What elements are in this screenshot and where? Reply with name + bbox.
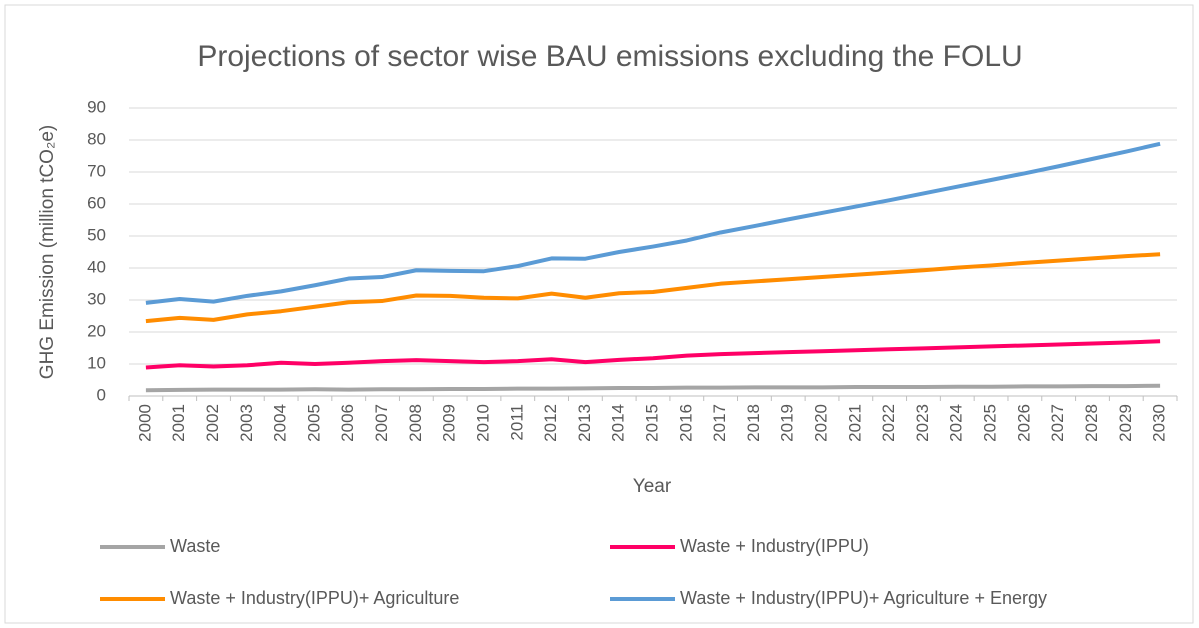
x-tick-label: 2011 bbox=[507, 404, 526, 441]
series-line bbox=[145, 339, 1161, 370]
x-tick-label: 2017 bbox=[710, 404, 729, 442]
y-tick-label: 0 bbox=[97, 385, 106, 404]
x-tick-label: 2030 bbox=[1150, 404, 1169, 442]
y-axis-title: GHG Emission (million tCO₂e) bbox=[37, 125, 58, 379]
x-tick-label: 2019 bbox=[778, 404, 797, 442]
x-tick-label: 2026 bbox=[1014, 404, 1033, 442]
x-tick-label: 2013 bbox=[575, 404, 594, 442]
chart-border bbox=[4, 4, 1194, 624]
series-line bbox=[145, 252, 1161, 324]
y-tick-label: 30 bbox=[87, 289, 106, 308]
x-tick-label: 2020 bbox=[812, 404, 831, 442]
x-tick-label: 2009 bbox=[440, 404, 459, 442]
x-tick-label: 2029 bbox=[1116, 404, 1135, 442]
x-tick-label: 2007 bbox=[372, 404, 391, 442]
y-tick-label: 20 bbox=[87, 321, 106, 340]
x-tick-label: 2028 bbox=[1082, 404, 1101, 442]
x-tick-label: 2003 bbox=[237, 404, 256, 442]
y-tick-label: 50 bbox=[87, 225, 106, 244]
legend-text: Waste + Industry(IPPU) bbox=[680, 536, 869, 556]
y-tick-label: 80 bbox=[87, 129, 106, 148]
y-tick-label: 90 bbox=[87, 97, 106, 116]
y-tick-label: 10 bbox=[87, 353, 106, 372]
y-tick-label: 60 bbox=[87, 193, 106, 212]
x-tick-label: 2008 bbox=[406, 404, 425, 442]
x-tick-label: 2006 bbox=[338, 404, 357, 442]
x-tick-label: 2001 bbox=[169, 404, 188, 442]
series-line bbox=[145, 141, 1161, 305]
x-tick-label: 2002 bbox=[203, 404, 222, 442]
x-tick-label: 2012 bbox=[541, 404, 560, 442]
x-tick-label: 2014 bbox=[609, 404, 628, 442]
x-tick-label: 2025 bbox=[981, 404, 1000, 442]
x-tick-label: 2023 bbox=[913, 404, 932, 442]
x-tick-label: 2005 bbox=[304, 404, 323, 442]
x-tick-label: 2021 bbox=[845, 404, 864, 442]
x-tick-label: 2022 bbox=[879, 404, 898, 442]
x-axis-title: Year bbox=[633, 476, 672, 497]
y-tick-label: 70 bbox=[87, 161, 106, 180]
x-tick-label: 2015 bbox=[642, 404, 661, 442]
legend-text: Waste + Industry(IPPU)+ Agriculture + En… bbox=[680, 588, 1047, 608]
x-tick-label: 2018 bbox=[744, 404, 763, 442]
x-tick-label: 2000 bbox=[135, 404, 154, 442]
legend-text: Waste + Industry(IPPU)+ Agriculture bbox=[170, 588, 459, 608]
x-tick-label: 2004 bbox=[271, 404, 290, 442]
chart-title: Projections of sector wise BAU emissions… bbox=[197, 40, 1022, 73]
x-tick-label: 2024 bbox=[947, 404, 966, 442]
legend-text: Waste bbox=[170, 536, 220, 556]
x-tick-label: 2016 bbox=[676, 404, 695, 442]
x-tick-label: 2010 bbox=[473, 404, 492, 442]
x-tick-label: 2027 bbox=[1048, 404, 1067, 442]
y-tick-label: 40 bbox=[87, 257, 106, 276]
series-line bbox=[145, 383, 1161, 393]
